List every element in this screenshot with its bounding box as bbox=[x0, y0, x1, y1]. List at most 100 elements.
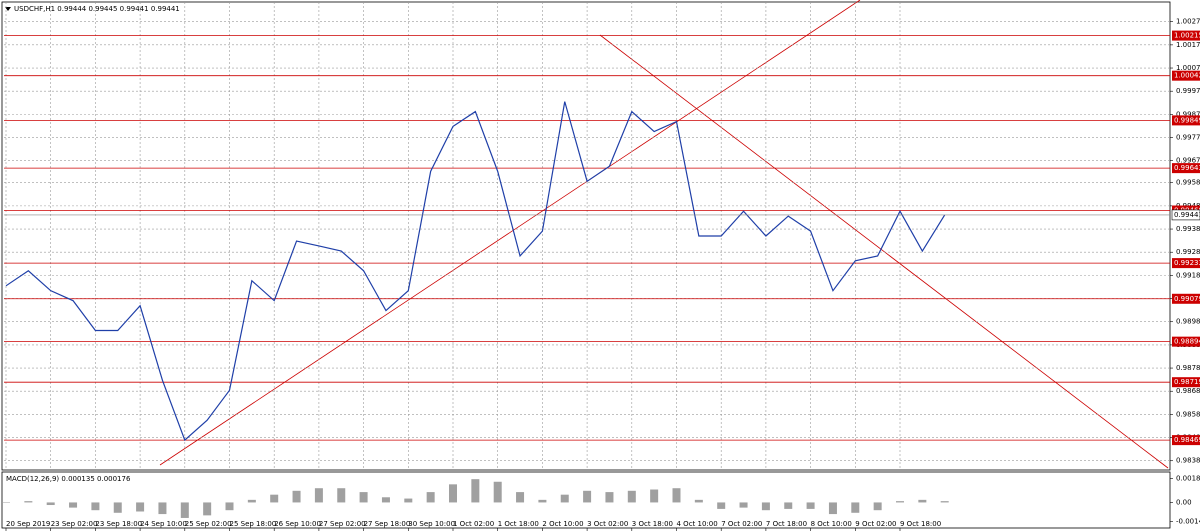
last-price-box bbox=[1171, 209, 1200, 221]
macd-bar bbox=[314, 488, 323, 503]
macd-y-tick-label: 0.001842 bbox=[1176, 475, 1200, 483]
x-tick-label: 23 Sep 18:00 bbox=[95, 520, 142, 528]
macd-bar bbox=[359, 492, 368, 503]
macd-bar bbox=[2, 502, 10, 503]
macd-bar bbox=[493, 481, 502, 503]
level-label-box bbox=[1172, 377, 1200, 388]
level-label: 0.99643 bbox=[1174, 164, 1200, 172]
x-tick-label: 2 Oct 10:00 bbox=[542, 520, 583, 528]
macd-bar bbox=[784, 502, 793, 509]
macd-bar bbox=[449, 484, 457, 503]
macd-bar bbox=[761, 502, 770, 511]
x-tick-label: 3 Oct 02:00 bbox=[587, 520, 628, 528]
macd-bar bbox=[337, 488, 346, 503]
trend-line bbox=[159, 0, 861, 466]
macd-bar bbox=[46, 502, 55, 506]
macd-bar bbox=[896, 501, 904, 503]
macd-bar bbox=[806, 502, 815, 509]
price-pane-frame bbox=[1, 1, 1171, 471]
macd-bar bbox=[650, 489, 659, 503]
macd-bar bbox=[471, 479, 480, 503]
macd-bar bbox=[247, 499, 256, 503]
level-label: 0.98894 bbox=[1174, 338, 1200, 346]
x-tick-label: 27 Sep 02:00 bbox=[319, 520, 366, 528]
x-tick-label: 1 Oct 18:00 bbox=[498, 520, 539, 528]
x-tick-label: 25 Sep 02:00 bbox=[185, 520, 232, 528]
macd-bar bbox=[91, 502, 100, 511]
macd-bar bbox=[270, 494, 279, 503]
x-tick-label: 27 Sep 18:00 bbox=[364, 520, 411, 528]
level-label-box bbox=[1172, 258, 1200, 269]
x-tick-label: 30 Sep 10:00 bbox=[408, 520, 455, 528]
x-tick-label: 23 Sep 02:00 bbox=[51, 520, 98, 528]
x-tick-label: 25 Sep 18:00 bbox=[230, 520, 277, 528]
x-tick-label: 20 Sep 2019 bbox=[6, 520, 50, 528]
macd-bar bbox=[225, 502, 234, 511]
y-tick-label: 0.98380 bbox=[1176, 457, 1200, 465]
macd-bar bbox=[113, 502, 122, 513]
macd-bar bbox=[180, 502, 189, 518]
macd-bar bbox=[873, 502, 882, 511]
level-label-box bbox=[1172, 70, 1200, 81]
y-tick-label: 1.00275 bbox=[1176, 18, 1200, 26]
macd-bar bbox=[136, 502, 145, 512]
y-tick-label: 1.00175 bbox=[1176, 41, 1200, 49]
macd-bar bbox=[292, 490, 301, 503]
x-tick-label: 9 Oct 02:00 bbox=[855, 520, 896, 528]
x-tick-label: 8 Oct 10:00 bbox=[811, 520, 852, 528]
macd-y-tick-label: 0.00 bbox=[1176, 498, 1192, 506]
macd-bar bbox=[381, 497, 390, 503]
x-tick-label: 4 Oct 10:00 bbox=[677, 520, 718, 528]
level-label-box bbox=[1172, 336, 1200, 347]
macd-bar bbox=[694, 499, 703, 503]
macd-bar bbox=[426, 492, 435, 503]
last-price-label: 0.99441 bbox=[1174, 211, 1200, 219]
macd-bar bbox=[605, 492, 614, 503]
macd-bar bbox=[69, 502, 78, 508]
level-label: 0.98469 bbox=[1174, 436, 1200, 444]
level-label-box bbox=[1172, 115, 1200, 126]
trend-line bbox=[599, 34, 1169, 469]
macd-bar bbox=[24, 501, 33, 503]
x-tick-label: 3 Oct 18:00 bbox=[632, 520, 673, 528]
chart-title: USDCHF,H1 0.99444 0.99445 0.99441 0.9944… bbox=[14, 5, 180, 13]
level-label: 0.99233 bbox=[1174, 259, 1200, 267]
menu-arrow[interactable] bbox=[5, 7, 11, 11]
macd-bar bbox=[828, 502, 837, 515]
y-tick-label: 0.99775 bbox=[1176, 134, 1200, 142]
level-label: 1.00215 bbox=[1174, 32, 1200, 40]
y-tick-label: 0.99875 bbox=[1176, 110, 1200, 118]
price-line bbox=[5, 101, 946, 442]
x-tick-label: 9 Oct 18:00 bbox=[900, 520, 941, 528]
macd-bar bbox=[404, 498, 413, 503]
macd-bar bbox=[918, 499, 927, 503]
level-label-box bbox=[1172, 435, 1200, 446]
level-label-box bbox=[1172, 30, 1200, 41]
macd-bar bbox=[672, 488, 681, 503]
macd-bar bbox=[739, 502, 748, 508]
macd-y-tick-label: -0.00149 bbox=[1176, 518, 1200, 526]
level-label-box bbox=[1172, 293, 1200, 304]
x-tick-label: 7 Oct 02:00 bbox=[721, 520, 762, 528]
y-tick-label: 0.99675 bbox=[1176, 157, 1200, 165]
level-label: 1.00042 bbox=[1174, 72, 1200, 80]
macd-bar bbox=[538, 499, 547, 503]
macd-bar bbox=[627, 490, 636, 503]
macd-pane-frame bbox=[1, 471, 1171, 529]
y-tick-label: 0.99975 bbox=[1176, 87, 1200, 95]
level-label: 0.99079 bbox=[1174, 295, 1200, 303]
macd-bar bbox=[940, 501, 949, 503]
macd-bar bbox=[583, 490, 592, 503]
macd-bar bbox=[203, 502, 212, 516]
y-tick-label: 1.00075 bbox=[1176, 64, 1200, 72]
level-label-box bbox=[1172, 163, 1200, 174]
